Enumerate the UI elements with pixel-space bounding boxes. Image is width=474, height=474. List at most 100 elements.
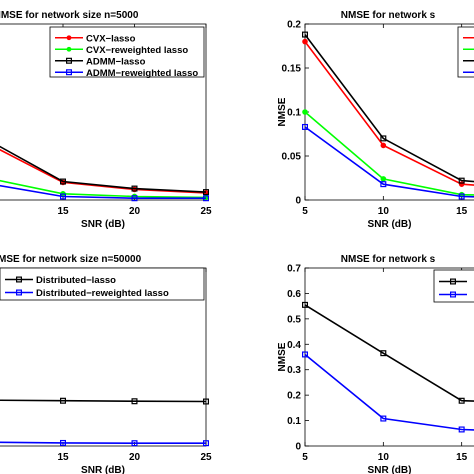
y-tick-label: 0.2 [287, 391, 301, 402]
data-point [302, 301, 309, 308]
chart-panel-1: 15 20 25 NMSE for network size n=5000 SNR (d… [0, 10, 212, 230]
chart-title: NMSE for network size n=50000 [0, 254, 142, 265]
x-tick-label: 20 [129, 452, 141, 463]
legend-swatch-marker [16, 289, 23, 296]
plot-area-frame [304, 23, 474, 201]
data-point [302, 123, 309, 130]
x-tick-label: 15 [57, 206, 69, 217]
x-tick-label: 10 [378, 452, 390, 463]
chart-panel-4: 5 10 15 0 0.1 0.2 0.3 0.4 0.5 0.6 0.7 NMSE for netw… [277, 254, 474, 474]
y-tick-label: 0.15 [282, 64, 302, 75]
x-axis-label: SNR (dB) [81, 465, 125, 474]
legend-swatch-marker [66, 46, 72, 52]
legend-label: CVX−lasso [86, 33, 136, 44]
legend-label: Distributed−reweighted lasso [36, 288, 169, 299]
legend: Distributed−lasso Distributed−reweighted … [0, 267, 205, 301]
y-axis-label: NMSE [277, 342, 288, 371]
data-point [380, 181, 387, 188]
x-axis-label: SNR (dB) [368, 465, 412, 474]
data-point [458, 193, 465, 200]
series-line-1 [304, 304, 474, 402]
y-tick-label: 0 [295, 442, 301, 453]
chart-panel-2: 5 10 15 0 0.05 0.1 0.15 0.2 NMSE for network s SN… [277, 10, 474, 230]
data-point [59, 439, 66, 446]
data-point [131, 185, 138, 192]
x-tick-label: 5 [302, 452, 308, 463]
data-point [458, 397, 465, 404]
series-line-1 [304, 41, 474, 186]
legend-swatch-marker [66, 35, 72, 41]
data-point [203, 398, 210, 405]
data-point [380, 350, 387, 357]
x-tick-label: 5 [302, 206, 308, 217]
data-point [302, 109, 308, 115]
y-tick-label: 0.05 [282, 152, 302, 163]
data-point [380, 135, 387, 142]
data-point [203, 189, 210, 196]
y-axis-label: NMSE [277, 97, 288, 126]
series-line-2 [304, 111, 474, 196]
legend-box [0, 267, 205, 301]
data-point [380, 176, 387, 182]
data-point [203, 195, 210, 202]
legend-label: ADMM−lasso [86, 56, 146, 67]
data-point [458, 426, 465, 433]
data-point [458, 177, 465, 184]
data-point [302, 351, 309, 358]
chart-title: NMSE for network size n=5000 [0, 10, 139, 21]
x-tick-label: 15 [456, 452, 468, 463]
x-tick-label: 25 [200, 206, 212, 217]
y-tick-label: 0.3 [287, 365, 301, 376]
y-tick-label: 0.2 [287, 20, 301, 31]
x-tick-label: 20 [129, 206, 141, 217]
y-tick-label: 0.6 [287, 289, 301, 300]
chart-title: NMSE for network s [341, 10, 436, 21]
data-point [59, 397, 66, 404]
data-point [302, 38, 308, 45]
legend [433, 269, 474, 303]
y-tick-label: 0.4 [287, 340, 301, 351]
x-tick-label: 15 [456, 206, 468, 217]
data-point [59, 193, 66, 200]
series-line-1 [0, 399, 207, 403]
data-point [203, 440, 210, 447]
legend-label: CVX−reweighted lasso [86, 45, 188, 56]
legend-swatch-marker [65, 69, 72, 76]
legend-swatch-marker [16, 276, 23, 283]
data-point [131, 440, 138, 447]
legend-swatch-marker [450, 278, 457, 285]
y-tick-label: 0.1 [287, 416, 301, 427]
y-tick-label: 0 [295, 196, 301, 207]
legend-swatch-marker [65, 57, 72, 64]
data-point [131, 195, 138, 202]
x-tick-label: 15 [57, 452, 69, 463]
chart-panel-3: 15 20 25 NMSE for network size n=50000 SNR (… [0, 254, 212, 474]
chart-title: NMSE for network s [341, 254, 436, 265]
series-line-4 [0, 184, 206, 199]
series-line-2 [304, 353, 474, 431]
data-point [59, 178, 66, 185]
legend-label: Distributed−lasso [36, 275, 116, 286]
series-line-4 [304, 126, 474, 198]
legend-label: ADMM−reweighted lasso [86, 68, 198, 79]
data-point [380, 142, 387, 149]
y-tick-label: 0.7 [287, 264, 301, 275]
series-line-3 [0, 145, 207, 193]
legend-box [457, 26, 474, 78]
series-line-3 [304, 34, 474, 183]
legend-swatch-marker [450, 291, 457, 298]
x-axis-label: SNR (dB) [81, 219, 125, 230]
legend-box [49, 26, 205, 78]
x-axis-label: SNR (dB) [368, 219, 412, 230]
legend [457, 26, 474, 78]
x-tick-label: 10 [378, 206, 390, 217]
data-point [302, 31, 309, 38]
data-point [380, 415, 387, 422]
y-tick-label: 0.1 [287, 108, 301, 119]
x-tick-label: 25 [200, 452, 212, 463]
data-point [131, 398, 138, 405]
y-tick-label: 0.5 [287, 314, 301, 325]
series-line-2 [0, 441, 206, 445]
